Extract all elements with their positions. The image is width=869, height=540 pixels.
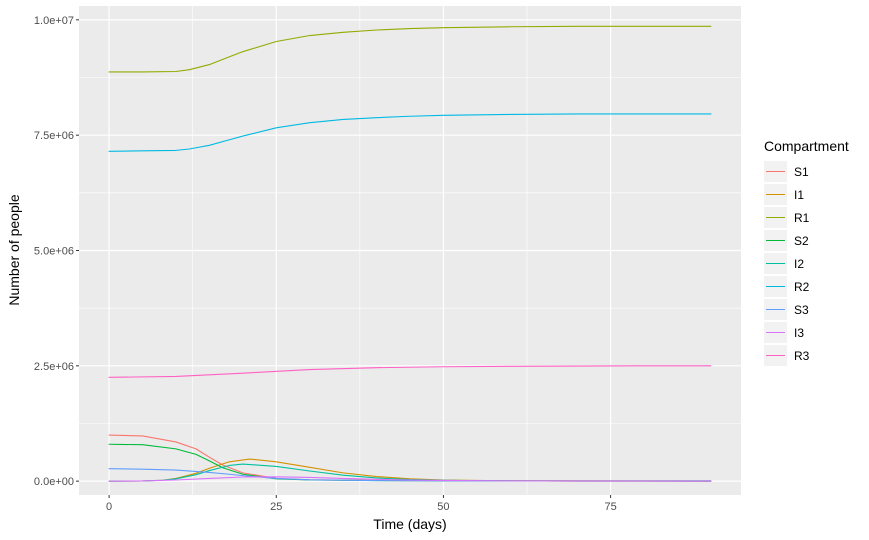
major-gridlines [79,6,741,495]
legend-label-i2: I2 [794,257,804,271]
y-tick-label: 2.5e+06 [34,361,74,373]
x-tick-label: 25 [270,501,282,513]
series-line-i3 [108,476,712,482]
y-axis: 0.0e+00 2.5e+06 5.0e+06 7.5e+06 1.0e+07 [34,15,79,488]
y-tick-label: 5.0e+06 [34,246,74,258]
legend-label-r2: R2 [794,280,810,294]
legend-label-s1: S1 [794,165,809,179]
legend-label-r3: R3 [794,349,810,363]
legend-items: S1 I1 R1 S2 I2 R2 S3 I3 R3 [764,161,810,366]
y-tick-label: 7.5e+06 [34,130,74,142]
legend: Compartment S1 I1 R1 S2 I2 R2 S3 I3 R3 [764,138,849,366]
legend-label-s3: S3 [794,303,809,317]
y-tick-label: 0.0e+00 [34,476,74,488]
legend-title: Compartment [764,138,849,154]
y-tick-label: 1.0e+07 [34,15,74,27]
series-line-r1 [108,25,712,73]
x-tick-label: 50 [437,501,449,513]
legend-label-r1: R1 [794,211,810,225]
x-axis: 0 25 50 75 [106,495,617,513]
legend-label-i1: I1 [794,188,804,202]
x-tick-label: 0 [106,501,112,513]
x-axis-title: Time (days) [373,516,446,532]
series-lines [108,25,712,482]
y-axis-title: Number of people [6,194,22,306]
series-line-r3 [108,365,712,378]
x-tick-label: 75 [604,501,616,513]
series-line-r2 [108,113,712,152]
legend-label-i3: I3 [794,326,804,340]
legend-label-s2: S2 [794,234,809,248]
